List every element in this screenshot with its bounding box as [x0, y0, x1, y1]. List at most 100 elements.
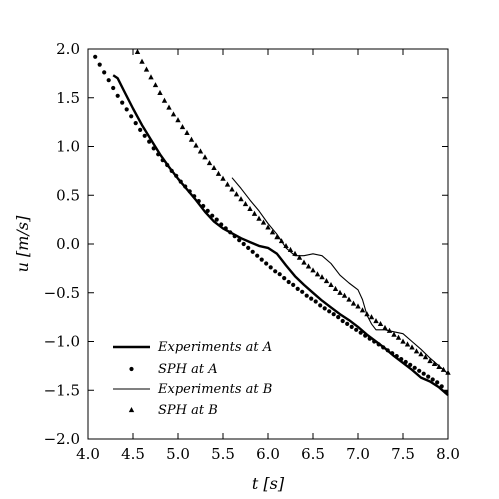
data-point-triangle — [418, 351, 424, 357]
data-point-dot — [246, 245, 251, 250]
data-point-dot — [309, 296, 314, 301]
data-point-triangle — [260, 219, 267, 225]
ticks-layer: 4.0 4.5 5.0 5.5 6.0 6.5 7.0 7.5 8.0 2.0 1.5 1.0 0.5 0… — [44, 40, 460, 463]
data-point-dot — [417, 368, 422, 373]
data-point-triangle — [134, 48, 141, 55]
data-point-dot — [264, 261, 269, 266]
data-point-dot — [241, 241, 246, 247]
data-point-triangle — [373, 318, 379, 324]
y-tick-label: 2.0 — [56, 40, 80, 58]
data-point-triangle — [148, 74, 154, 80]
data-point-dot — [403, 359, 408, 365]
data-point-dot — [223, 226, 228, 231]
data-point-dot — [318, 303, 323, 308]
data-point-dot — [426, 374, 431, 379]
y-tick-label: 1.5 — [56, 89, 80, 107]
x-tick-label: 4.0 — [76, 445, 100, 463]
data-point-dot — [174, 173, 179, 178]
data-point-dot — [327, 309, 332, 314]
data-point-triangle — [265, 224, 271, 230]
data-point-dot — [214, 217, 219, 222]
data-point-triangle — [382, 324, 388, 330]
data-point-dot — [435, 380, 440, 385]
data-point-triangle — [296, 254, 303, 260]
data-point-triangle — [404, 341, 411, 347]
data-point-triangle — [292, 250, 298, 256]
data-point-dot — [210, 213, 215, 218]
data-point-dot — [219, 222, 224, 227]
data-point-triangle — [422, 354, 429, 360]
legend-label: SPH at A — [158, 362, 218, 377]
legend-swatch-dot — [129, 366, 134, 372]
data-point-dot — [295, 286, 300, 291]
data-point-triangle — [395, 334, 402, 340]
data-point-dot — [421, 371, 426, 376]
data-point-triangle — [350, 300, 357, 306]
data-point-dot — [178, 179, 183, 184]
data-point-triangle — [215, 170, 222, 176]
data-point-dot — [133, 121, 138, 126]
data-point-dot — [259, 257, 264, 262]
y-tick-label: −2.0 — [44, 430, 80, 448]
data-point-triangle — [386, 327, 393, 333]
data-point-triangle — [197, 148, 204, 154]
y-tick-label: 1.0 — [56, 138, 80, 156]
y-axis-label: u [m/s] — [13, 215, 32, 272]
legend-label: SPH at B — [158, 403, 218, 418]
data-point-dot — [250, 249, 255, 254]
data-point-triangle — [193, 142, 199, 148]
data-point-triangle — [247, 205, 253, 211]
data-point-dot — [430, 377, 435, 382]
data-point-dot — [255, 253, 260, 258]
data-point-dot — [232, 234, 237, 239]
series-line — [231, 177, 449, 375]
data-point-triangle — [409, 344, 415, 350]
x-tick-label: 8.0 — [436, 445, 460, 463]
x-tick-label: 5.0 — [166, 445, 190, 463]
data-point-dot — [111, 85, 116, 91]
data-point-dot — [115, 93, 120, 98]
y-tick-label: −1.0 — [44, 333, 80, 351]
data-point-triangle — [319, 274, 325, 280]
data-point-dot — [354, 327, 359, 332]
data-point-dot — [147, 139, 152, 144]
data-point-triangle — [368, 314, 375, 320]
data-point-triangle — [152, 82, 159, 88]
series-2 — [231, 177, 449, 375]
data-point-dot — [390, 351, 395, 356]
data-point-triangle — [202, 154, 208, 160]
data-point-triangle — [251, 210, 258, 216]
data-point-dot — [138, 127, 143, 132]
data-point-dot — [160, 158, 165, 163]
data-point-dot — [282, 276, 287, 281]
data-point-dot — [322, 306, 327, 311]
data-point-dot — [385, 348, 390, 353]
data-point-triangle — [166, 104, 172, 110]
data-point-dot — [277, 272, 282, 277]
data-point-triangle — [413, 348, 420, 354]
data-point-triangle — [341, 292, 348, 298]
data-point-triangle — [242, 201, 249, 207]
data-point-triangle — [436, 363, 442, 369]
data-point-triangle — [179, 124, 186, 130]
legend: Experiments at A SPH at A Experiments at B… — [113, 340, 272, 418]
legend-label: Experiments at A — [157, 340, 272, 355]
data-point-dot — [349, 324, 354, 329]
data-point-dot — [300, 289, 305, 294]
data-point-triangle — [355, 303, 361, 309]
data-point-dot — [444, 390, 449, 395]
data-point-dot — [345, 321, 350, 326]
series-3 — [134, 48, 451, 375]
data-point-dot — [408, 362, 413, 367]
data-point-dot — [304, 293, 309, 298]
data-point-dot — [129, 114, 134, 119]
data-point-dot — [187, 189, 192, 194]
data-point-dot — [183, 184, 188, 189]
data-point-triangle — [359, 307, 366, 313]
x-tick-label: 7.5 — [391, 445, 415, 463]
data-point-dot — [156, 152, 161, 157]
data-point-triangle — [161, 97, 168, 103]
data-point-triangle — [238, 196, 244, 202]
data-point-triangle — [170, 111, 177, 117]
data-point-triangle — [328, 281, 334, 288]
